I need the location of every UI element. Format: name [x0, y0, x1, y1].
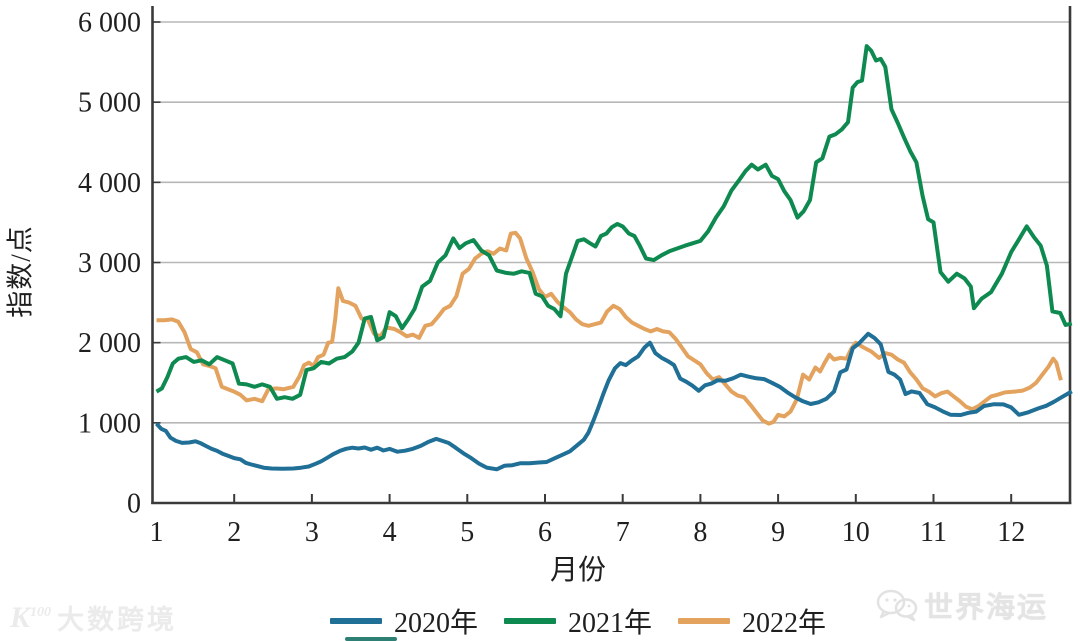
x-tick-label: 9	[771, 517, 785, 548]
legend-swatch-2022-icon	[678, 618, 731, 624]
x-tick-label: 5	[460, 517, 474, 548]
x-tick-label: 10	[842, 517, 870, 548]
series-line-2021年	[155, 44, 1073, 401]
y-tick-label: 1 000	[78, 408, 141, 439]
x-tick-label: 3	[305, 517, 319, 548]
x-tick-label: 7	[616, 517, 630, 548]
x-tick-label: 4	[383, 517, 397, 548]
wechat-icon	[876, 589, 918, 622]
x-tick-label: 1	[150, 517, 164, 548]
y-tick-label: 4 000	[78, 168, 141, 199]
cropped-legend-sliver	[345, 637, 397, 641]
y-tick-label: 3 000	[78, 248, 141, 279]
series-line-2020年	[155, 331, 1073, 472]
x-tick-label: 11	[920, 517, 947, 548]
legend-swatch-2020-icon	[330, 618, 382, 624]
legend-item-2021: 2021年	[504, 601, 652, 641]
legend-swatch-2021-icon	[504, 618, 557, 624]
y-tick-label: 6 000	[78, 8, 141, 39]
y-axis-title: 指数/点	[5, 225, 36, 318]
legend: 2020年 2021年 2022年	[330, 601, 826, 641]
legend-item-2020: 2020年	[330, 601, 478, 641]
watermark-brand: K100 大数跨境	[10, 598, 177, 637]
y-tick-label: 5 000	[78, 88, 141, 119]
watermark-wechat-label: 世界海运	[924, 592, 1049, 624]
x-tick-label: 12	[997, 517, 1025, 548]
legend-item-2022: 2022年	[678, 601, 826, 641]
brand-logo-icon: K100	[10, 600, 52, 634]
x-tick-label: 8	[693, 517, 707, 548]
legend-label-2020: 2020年	[394, 608, 479, 639]
x-axis-title: 月份	[549, 555, 606, 586]
legend-label-2021: 2021年	[568, 608, 653, 639]
x-tick-label: 2	[227, 517, 241, 548]
y-tick-label: 2 000	[78, 328, 141, 359]
y-tick-label: 0	[127, 489, 141, 520]
watermark-brand-label: 大数跨境	[57, 605, 178, 635]
legend-label-2022: 2022年	[742, 608, 827, 639]
x-tick-label: 6	[538, 517, 552, 548]
watermark-wechat: 世界海运	[876, 584, 1048, 626]
series-line-2022年	[156, 230, 1063, 426]
